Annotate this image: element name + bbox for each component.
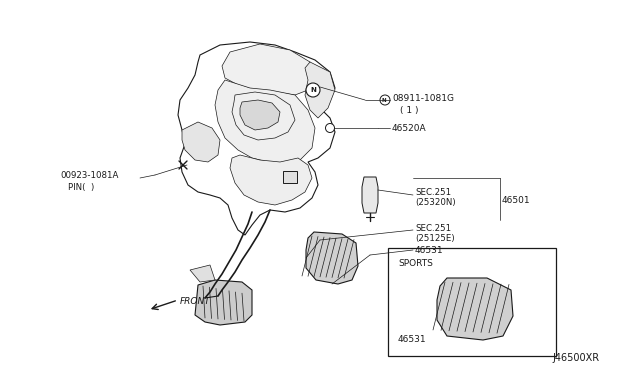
Polygon shape: [222, 44, 315, 95]
Polygon shape: [215, 80, 315, 165]
Text: N: N: [381, 97, 387, 103]
Text: 46531: 46531: [415, 246, 444, 254]
Text: FRONT: FRONT: [180, 298, 211, 307]
Circle shape: [380, 95, 390, 105]
Text: 46531: 46531: [398, 336, 427, 344]
Polygon shape: [437, 278, 513, 340]
Circle shape: [306, 83, 320, 97]
Text: (25125E): (25125E): [415, 234, 454, 243]
Polygon shape: [362, 177, 378, 213]
Polygon shape: [190, 265, 215, 282]
Text: N: N: [310, 87, 316, 93]
Text: 46520A: 46520A: [392, 124, 427, 132]
Text: SEC.251: SEC.251: [415, 224, 451, 232]
Text: SPORTS: SPORTS: [398, 259, 433, 267]
Polygon shape: [305, 62, 335, 118]
Text: ( 1 ): ( 1 ): [400, 106, 419, 115]
Text: 46501: 46501: [502, 196, 531, 205]
Polygon shape: [230, 155, 312, 205]
Text: (25320N): (25320N): [415, 198, 456, 206]
Polygon shape: [240, 100, 280, 130]
Polygon shape: [306, 232, 358, 284]
Text: 00923-1081A: 00923-1081A: [60, 170, 118, 180]
Text: J46500XR: J46500XR: [553, 353, 600, 363]
Polygon shape: [182, 122, 220, 162]
Polygon shape: [195, 280, 252, 325]
Bar: [283, 171, 297, 183]
Text: SEC.251: SEC.251: [415, 187, 451, 196]
Bar: [388, 248, 556, 356]
Circle shape: [326, 124, 335, 132]
Text: 08911-1081G: 08911-1081G: [392, 93, 454, 103]
Text: PIN(  ): PIN( ): [68, 183, 94, 192]
